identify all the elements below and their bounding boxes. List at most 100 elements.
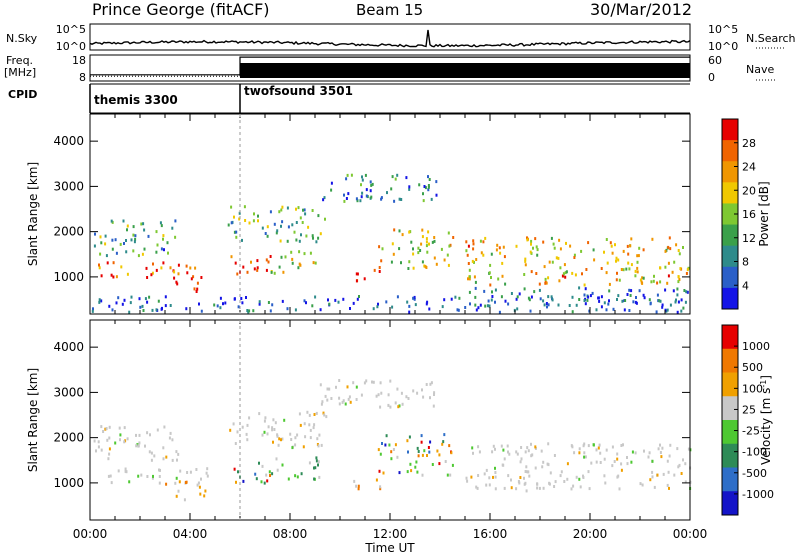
heatmap-cell <box>490 276 492 279</box>
heatmap-cell <box>319 308 322 312</box>
heatmap-cell <box>381 442 383 445</box>
heatmap-cell <box>608 299 610 303</box>
heatmap-cell <box>280 438 282 442</box>
heatmap-cell <box>545 302 548 305</box>
heatmap-cell <box>275 231 278 235</box>
heatmap-cell <box>679 267 682 271</box>
heatmap-cell <box>115 251 118 255</box>
heatmap-cell <box>206 474 209 478</box>
heatmap-cell <box>115 275 118 279</box>
heatmap-cell <box>538 288 541 292</box>
heatmap-cell <box>503 486 506 490</box>
heatmap-cell <box>617 474 620 478</box>
heatmap-cell <box>617 258 620 262</box>
heatmap-cell <box>600 295 603 299</box>
heatmap-cell <box>605 448 608 452</box>
power-heatmap-cells <box>91 173 690 314</box>
heatmap-cell <box>661 303 664 307</box>
heatmap-cell <box>558 279 561 283</box>
heatmap-cell <box>357 484 360 488</box>
heatmap-cell <box>347 397 350 401</box>
heatmap-cell <box>355 197 358 201</box>
heatmap-cell <box>119 433 122 437</box>
colorbar-tick-label: -1000 <box>742 488 774 501</box>
heatmap-cell <box>427 188 430 192</box>
heatmap-cell <box>533 290 536 294</box>
heatmap-cell <box>673 260 676 264</box>
heatmap-cell <box>183 498 186 502</box>
heatmap-cell <box>416 470 419 474</box>
heatmap-cell <box>138 441 141 445</box>
heatmap-cell <box>506 444 509 448</box>
heatmap-cell <box>535 245 538 249</box>
heatmap-cell <box>169 304 172 307</box>
heatmap-cell <box>433 391 436 395</box>
heatmap-cell <box>571 295 574 299</box>
heatmap-cell <box>130 295 133 299</box>
heatmap-cell <box>421 260 424 264</box>
heatmap-cell <box>155 268 158 272</box>
heatmap-cell <box>361 191 364 195</box>
heatmap-cell <box>323 413 326 417</box>
heatmap-cell <box>431 240 434 244</box>
heatmap-cell <box>244 219 247 222</box>
heatmap-cell <box>536 253 539 257</box>
heatmap-cell <box>611 251 614 255</box>
heatmap-cell <box>412 266 415 270</box>
heatmap-cell <box>173 270 176 274</box>
heatmap-cell <box>543 265 546 269</box>
heatmap-cell <box>283 418 286 422</box>
nsky-series-line <box>89 29 691 48</box>
heatmap-cell <box>501 261 504 265</box>
heatmap-cell <box>606 261 609 265</box>
heatmap-cell <box>641 276 644 280</box>
heatmap-cell <box>143 228 146 232</box>
heatmap-cell <box>465 240 468 244</box>
heatmap-cell <box>422 395 425 399</box>
heatmap-cell <box>273 271 276 275</box>
heatmap-cell <box>390 450 393 454</box>
heatmap-cell <box>578 447 581 451</box>
heatmap-cell <box>384 443 387 447</box>
heatmap-cell <box>431 463 434 466</box>
heatmap-cell <box>651 470 654 474</box>
heatmap-cell <box>475 308 478 312</box>
colorbar-segment <box>722 325 738 350</box>
heatmap-cell <box>378 270 381 273</box>
heatmap-cell <box>112 261 115 265</box>
colorbar-tick-label: 12 <box>742 232 756 245</box>
heatmap-cell <box>676 287 679 291</box>
colorbar-tick-label: -500 <box>742 467 767 480</box>
heatmap-cell <box>299 423 302 427</box>
heatmap-cell <box>407 397 410 400</box>
heatmap-cell <box>129 301 132 305</box>
heatmap-cell <box>295 238 298 242</box>
heatmap-cell <box>304 435 307 439</box>
heatmap-cell <box>620 462 623 466</box>
heatmap-cell <box>140 473 143 477</box>
heatmap-cell <box>236 430 239 434</box>
heatmap-cell <box>503 255 506 259</box>
heatmap-cell <box>135 433 137 437</box>
heatmap-cell <box>254 472 257 476</box>
heatmap-cell <box>377 302 379 306</box>
heatmap-cell <box>430 381 433 385</box>
heatmap-cell <box>304 212 307 216</box>
heatmap-cell <box>612 307 615 311</box>
x-tick-label: 00:00 <box>73 527 108 541</box>
heatmap-cell <box>97 440 100 444</box>
heatmap-cell <box>369 180 372 184</box>
heatmap-cell <box>313 466 315 470</box>
heatmap-cell <box>365 188 368 192</box>
heatmap-cell <box>484 236 487 240</box>
heatmap-cell <box>394 401 397 405</box>
heatmap-cell <box>573 253 576 257</box>
heatmap-cell <box>323 196 326 200</box>
heatmap-cell <box>666 281 669 285</box>
heatmap-cell <box>394 177 397 181</box>
heatmap-cell <box>276 468 279 472</box>
heatmap-cell <box>396 455 399 459</box>
heatmap-cell <box>281 220 284 224</box>
heatmap-cell <box>387 403 390 407</box>
heatmap-cell <box>185 480 188 484</box>
